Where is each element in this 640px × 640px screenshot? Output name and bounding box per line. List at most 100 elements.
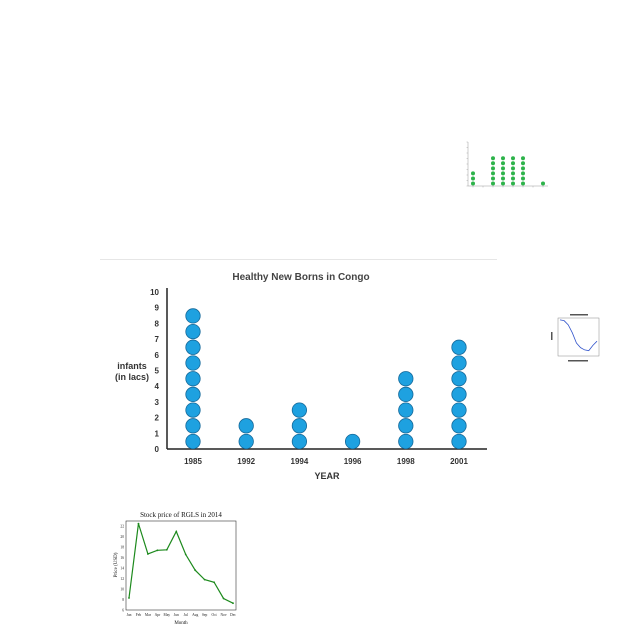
y-tick-label: 4 (155, 382, 160, 391)
dot-1985 (185, 386, 201, 403)
stock-point (137, 522, 140, 525)
stock-x-tick-label: Nov (220, 613, 226, 617)
stock-point (165, 548, 168, 551)
x-tick-label: 1992 (237, 457, 255, 466)
dot-1998 (398, 371, 414, 387)
stock-y-tick-label: 14 (120, 567, 124, 571)
thumb-dot (521, 166, 525, 171)
stock-y-tick-label: 8 (122, 598, 124, 602)
line-chart-thumbnail (548, 312, 604, 368)
y-tick-label: 1 (155, 429, 160, 438)
thumb-dot (501, 181, 505, 186)
y-axis-label-line-2: (in lacs) (115, 372, 149, 382)
dot-1998 (398, 433, 414, 450)
dot-1994 (291, 402, 308, 418)
stock-price-line-chart: Stock price of RGLS in 2014 Month Price … (106, 508, 242, 628)
stock-point (222, 597, 225, 600)
thumb-dot (471, 171, 475, 176)
thumb-dot (471, 176, 475, 181)
newborns-dot-plot: Healthy New Borns in Congo infants (in l… (100, 262, 500, 482)
dot-1985 (185, 418, 201, 434)
dot-plot-thumbnail-svg (466, 141, 548, 188)
stock-x-tick-label: Jul (184, 613, 188, 617)
thumb-dot (501, 176, 505, 181)
y-tick-label: 10 (150, 288, 159, 297)
dot-1998 (398, 386, 414, 403)
thumb-dot (491, 166, 495, 171)
y-tick-label: 2 (155, 414, 160, 423)
thumb-dot (501, 166, 505, 171)
stock-point (128, 597, 130, 599)
thumb-dot (521, 181, 525, 186)
stock-x-tick-label: Oct (211, 613, 216, 617)
thumb-dot (521, 171, 525, 176)
x-tick-label: 1996 (344, 457, 362, 466)
dot-1992 (238, 433, 254, 450)
stock-point (184, 553, 187, 556)
thumb-line-series (559, 319, 598, 352)
thumb-dot (511, 156, 515, 161)
dot-1985 (185, 355, 201, 371)
stock-x-tick-label: Mar (145, 613, 152, 617)
stock-point (213, 581, 215, 584)
section-divider (100, 259, 497, 260)
stock-plot-frame (125, 520, 237, 611)
stock-point (203, 578, 206, 581)
dot-2001 (451, 418, 467, 434)
stock-y-tick-label: 10 (120, 588, 124, 592)
dot-2001 (451, 402, 467, 418)
thumb-dot (491, 181, 495, 186)
dot-1985 (185, 402, 201, 418)
thumb-dot (501, 161, 505, 166)
dot-1998 (398, 418, 414, 434)
stock-chart-title: Stock price of RGLS in 2014 (140, 511, 222, 519)
stock-x-tick-label: Dec (230, 613, 236, 617)
dot-2001 (451, 386, 467, 403)
chart-title: Healthy New Borns in Congo (232, 272, 369, 283)
stock-x-tick-label: May (164, 613, 171, 617)
thumb-dot (521, 176, 525, 181)
dot-1985 (185, 323, 201, 340)
dot-2001 (451, 355, 467, 371)
stock-point (232, 602, 234, 605)
dot-2001 (451, 433, 467, 450)
dot-1985 (185, 308, 201, 324)
thumb-dot (501, 171, 505, 176)
stock-y-tick-label: 18 (120, 546, 124, 550)
newborns-dot-plot-svg: Healthy New Borns in Congo infants (in l… (115, 272, 487, 481)
stock-point (194, 569, 197, 572)
thumb-dot (511, 161, 515, 166)
dot-1992 (238, 418, 254, 434)
dot-1996 (344, 433, 361, 450)
thumb-ylabel-mark (551, 332, 553, 340)
thumb-dot (511, 176, 515, 181)
stock-y-tick-label: 12 (120, 577, 124, 581)
thumb-dot (491, 156, 495, 161)
line-chart-thumbnail-svg (551, 314, 600, 362)
thumb-dot (521, 161, 525, 166)
stock-price-line-chart-svg: Stock price of RGLS in 2014 Month Price … (114, 511, 237, 626)
x-tick-label: 2001 (450, 457, 468, 466)
dot-1985 (185, 433, 201, 450)
thumb-title-mark (570, 314, 588, 316)
stock-x-tick-label: Aug (192, 613, 198, 617)
y-tick-label: 8 (155, 319, 160, 328)
y-tick-label: 5 (155, 367, 160, 376)
dot-1998 (398, 402, 414, 418)
thumb-xlabel-mark (568, 360, 588, 362)
stock-x-tick-label: Jan (127, 613, 132, 617)
dot-1994 (291, 418, 308, 434)
stock-price-line (128, 523, 234, 604)
y-tick-label: 9 (155, 304, 160, 313)
x-tick-label: 1985 (184, 457, 202, 466)
stock-y-axis-label: Price (USD) (114, 552, 119, 577)
x-axis-label: YEAR (314, 471, 340, 481)
stock-y-tick-label: 20 (120, 535, 124, 539)
y-tick-label: 3 (155, 398, 160, 407)
y-axis-label-line-1: infants (117, 361, 147, 371)
y-tick-label: 6 (155, 351, 160, 360)
thumb-dot (491, 161, 495, 166)
stock-x-tick-label: Sep (202, 613, 208, 617)
thumb-dot (521, 156, 525, 161)
stock-y-tick-label: 6 (122, 609, 124, 613)
